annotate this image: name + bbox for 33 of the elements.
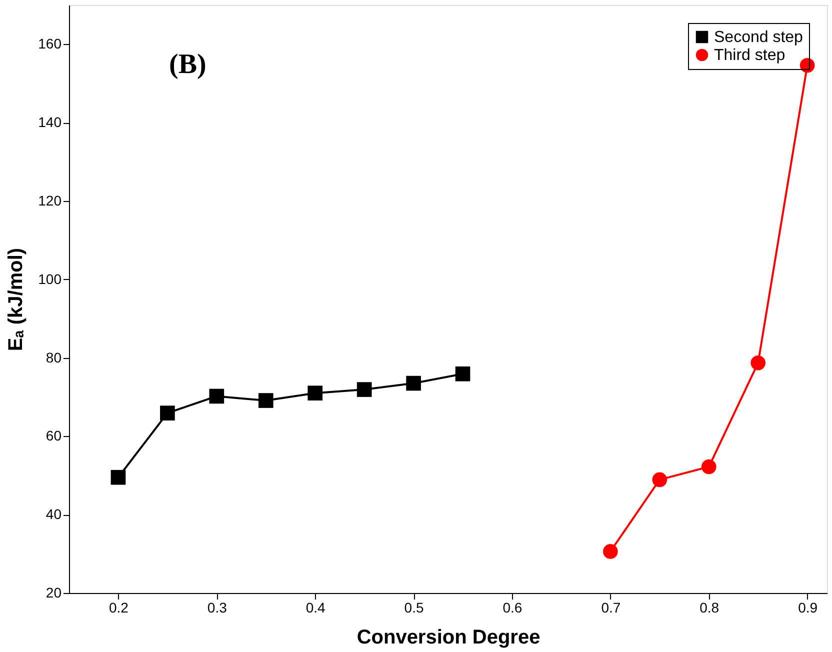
y-tick-label: 20 [46, 584, 62, 600]
x-tick-label: 0.6 [502, 600, 522, 616]
x-tick-label: 0.2 [108, 600, 129, 616]
point [258, 393, 274, 408]
point [406, 376, 421, 391]
x-tick-label: 0.3 [207, 600, 228, 616]
point [308, 386, 323, 400]
point [160, 406, 175, 420]
point [110, 470, 126, 485]
point [701, 459, 716, 474]
point [356, 382, 372, 397]
legend-label: Third step [714, 47, 786, 64]
point [209, 388, 224, 404]
legend-label: Second step [714, 29, 804, 46]
x-tick-label: 0.5 [404, 600, 424, 616]
x-tick-label: 0.8 [700, 600, 720, 616]
x-tick-label: 0.4 [306, 600, 326, 616]
annotation: (B) [169, 49, 206, 80]
point [652, 472, 668, 488]
y-tick-label: 60 [46, 428, 62, 444]
y-tick-label: 40 [46, 506, 62, 522]
y-tick-label: 120 [38, 192, 62, 208]
point [455, 366, 470, 382]
y-tick-label: 80 [46, 349, 62, 366]
x-tick-label: 0.9 [798, 600, 818, 616]
point [750, 355, 766, 370]
x-tick-label: 0.7 [601, 600, 621, 616]
point [603, 544, 618, 559]
y-tick-label: 100 [38, 270, 62, 287]
y-tick-label: 160 [38, 36, 62, 52]
x-axis-title: Conversion Degree [356, 626, 540, 648]
y-axis-title: Eₐ (kJ/mol) [5, 248, 28, 352]
y-tick-label: 140 [38, 114, 62, 130]
